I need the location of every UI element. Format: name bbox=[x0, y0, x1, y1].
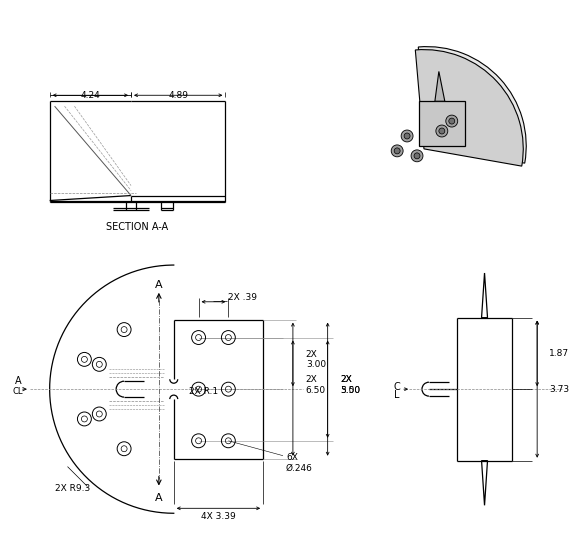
Text: 2X R.1: 2X R.1 bbox=[189, 387, 218, 395]
Text: 2X
6.50: 2X 6.50 bbox=[306, 375, 326, 395]
Circle shape bbox=[436, 125, 448, 137]
Polygon shape bbox=[419, 101, 464, 146]
Text: 2X
3.00: 2X 3.00 bbox=[306, 350, 326, 369]
Text: L: L bbox=[395, 390, 400, 400]
Wedge shape bbox=[415, 50, 523, 166]
Text: 4.89: 4.89 bbox=[168, 91, 188, 100]
Circle shape bbox=[446, 115, 458, 127]
Text: CL: CL bbox=[13, 387, 23, 395]
Text: 3.73: 3.73 bbox=[549, 385, 569, 394]
Circle shape bbox=[401, 130, 413, 142]
Text: 2X R9.3: 2X R9.3 bbox=[54, 484, 90, 493]
Circle shape bbox=[411, 150, 423, 162]
Circle shape bbox=[404, 133, 410, 139]
Text: 6X
Ø.246: 6X Ø.246 bbox=[286, 453, 313, 472]
Wedge shape bbox=[418, 47, 526, 163]
Text: A: A bbox=[14, 376, 21, 386]
Circle shape bbox=[394, 148, 400, 154]
Text: 1.87: 1.87 bbox=[549, 349, 569, 358]
Circle shape bbox=[414, 153, 420, 159]
Text: 2X .39: 2X .39 bbox=[228, 293, 257, 302]
Text: A: A bbox=[155, 493, 162, 503]
Text: A: A bbox=[155, 280, 162, 290]
Text: 2X
5.00: 2X 5.00 bbox=[340, 375, 361, 395]
Circle shape bbox=[449, 118, 455, 124]
Circle shape bbox=[439, 128, 445, 134]
Text: 4X 3.39: 4X 3.39 bbox=[201, 512, 236, 521]
Text: SECTION A-A: SECTION A-A bbox=[106, 222, 169, 232]
Text: 2X
3.50: 2X 3.50 bbox=[340, 375, 361, 395]
Text: C: C bbox=[394, 382, 400, 392]
Circle shape bbox=[391, 145, 403, 157]
Polygon shape bbox=[435, 71, 445, 101]
Text: 4.24: 4.24 bbox=[81, 91, 100, 100]
